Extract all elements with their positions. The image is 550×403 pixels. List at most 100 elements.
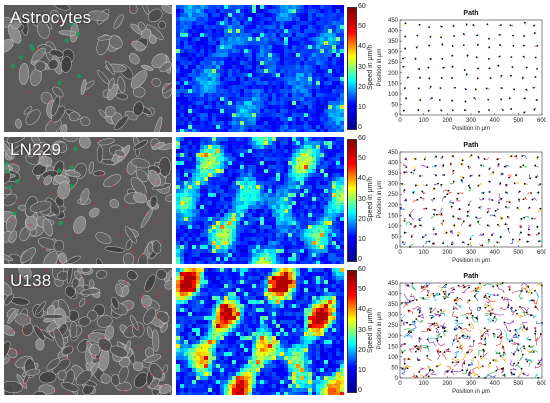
track-endpoint (404, 220, 406, 222)
track-endpoint (522, 354, 524, 356)
track-endpoint (468, 299, 470, 301)
row-label: LN229 (10, 140, 61, 160)
track-endpoint (501, 297, 503, 299)
track-endpoint (456, 320, 458, 322)
speed-colorbar (347, 139, 357, 262)
track-endpoint (441, 26, 443, 28)
track-endpoint (529, 177, 531, 179)
track-endpoint (499, 56, 501, 58)
track-endpoint (427, 339, 429, 341)
track-endpoint (524, 98, 526, 100)
track-endpoint (470, 238, 472, 240)
track-endpoint (435, 233, 437, 235)
track-endpoint (421, 286, 423, 288)
colorbar-tick: 20 (358, 347, 366, 354)
track-endpoint (462, 159, 464, 161)
track-endpoint (417, 109, 419, 111)
track-endpoint (430, 86, 432, 88)
y-tick-label: 300 (388, 50, 399, 56)
y-tick-label: 300 (388, 182, 399, 188)
track-endpoint (526, 311, 528, 313)
colorbar-tick: 10 (358, 236, 366, 243)
track-endpoint (400, 207, 402, 209)
track-endpoint (519, 239, 521, 241)
track-endpoint (478, 185, 480, 187)
track-endpoint (405, 166, 407, 168)
track-endpoint (517, 362, 519, 364)
track-endpoint (409, 300, 411, 302)
track-endpoint (508, 304, 510, 306)
track-endpoint (445, 284, 447, 286)
track-endpoint (433, 295, 435, 297)
track-endpoint (463, 33, 465, 35)
colorbar-tick: 50 (358, 286, 366, 293)
track-endpoint (409, 324, 411, 326)
track-endpoint (490, 77, 492, 79)
track-endpoint (529, 207, 531, 209)
x-tick-label: 200 (442, 118, 453, 124)
track-endpoint (463, 220, 465, 222)
x-axis-label: Position in μm (452, 258, 490, 264)
track-endpoint (401, 302, 403, 304)
microscopy-image-ln229: LN229 (4, 137, 172, 264)
track-endpoint (405, 158, 407, 160)
track-endpoint (459, 208, 461, 210)
track-endpoint (534, 290, 536, 292)
track-endpoint (467, 211, 469, 213)
track-endpoint (500, 355, 502, 357)
track-endpoint (404, 87, 406, 89)
track-endpoint (488, 58, 490, 60)
track-endpoint (411, 236, 413, 238)
track-endpoint (477, 221, 479, 223)
track-endpoint (451, 77, 453, 79)
track-endpoint (468, 374, 470, 376)
track-endpoint (523, 198, 525, 200)
chart-title: Path (463, 142, 478, 149)
track-endpoint (471, 154, 473, 156)
y-tick-label: 100 (388, 355, 399, 361)
track-endpoint (517, 343, 519, 345)
track-endpoint (498, 163, 500, 165)
track-endpoint (405, 97, 407, 99)
x-tick-label: 300 (466, 118, 477, 124)
track-endpoint (484, 377, 486, 379)
track-endpoint (466, 317, 468, 319)
track-endpoint (499, 44, 501, 46)
track-endpoint (499, 352, 501, 354)
track-endpoint (442, 327, 444, 329)
track-endpoint (436, 338, 438, 340)
chart-title: Path (463, 273, 478, 280)
track-endpoint (404, 189, 406, 191)
track-endpoint (440, 36, 442, 38)
track-endpoint (526, 291, 528, 293)
track-endpoint (537, 377, 539, 379)
track-endpoint (475, 88, 477, 90)
track-endpoint (466, 23, 468, 25)
track-endpoint (456, 347, 458, 349)
x-tick-label: 200 (442, 381, 453, 387)
track-endpoint (524, 183, 526, 185)
track-endpoint (443, 67, 445, 69)
track-endpoint (515, 310, 517, 312)
colorbar-label: Speed in μm/h (367, 44, 374, 89)
plot-area (400, 20, 542, 115)
track-endpoint (451, 243, 453, 245)
track-endpoint (474, 357, 476, 359)
track-endpoint (467, 351, 469, 353)
track-endpoint (477, 44, 479, 46)
track-endpoint (417, 199, 419, 201)
track-endpoint (464, 109, 466, 111)
track-endpoint (509, 97, 511, 99)
track-endpoint (439, 99, 441, 101)
track-endpoint (484, 158, 486, 160)
track-endpoint (450, 163, 452, 165)
x-tick-label: 100 (419, 118, 430, 124)
track-endpoint (431, 97, 433, 99)
track-endpoint (442, 243, 444, 245)
track-endpoint (480, 164, 482, 166)
track-endpoint (518, 350, 520, 352)
track-endpoint (535, 330, 537, 332)
y-tick-label: 100 (388, 224, 399, 230)
